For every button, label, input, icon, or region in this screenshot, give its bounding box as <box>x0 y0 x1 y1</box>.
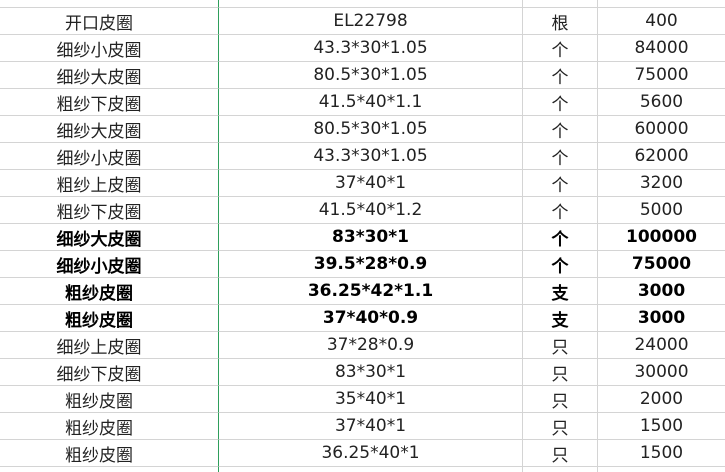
unit: 个 <box>523 197 598 224</box>
item-name: 细纱大皮圈 <box>0 224 219 251</box>
item-name: 粗纱下皮圈 <box>0 89 219 116</box>
unit: 个 <box>523 251 598 278</box>
item-name: 细纱大皮圈 <box>0 62 219 89</box>
unit: 个 <box>523 62 598 89</box>
unit: 支 <box>523 305 598 332</box>
item-name: 粗纱皮圈 <box>0 386 219 413</box>
unit: 个 <box>523 89 598 116</box>
item-name: 粗纱皮圈 <box>0 278 219 305</box>
quantity: 1500 <box>598 440 725 467</box>
item-name: 细纱上皮圈 <box>0 332 219 359</box>
quantity: 75000 <box>598 62 725 89</box>
item-name: 细纱大皮圈 <box>0 116 219 143</box>
quantity: 3000 <box>598 278 725 305</box>
quantity: 100000 <box>598 224 725 251</box>
cell <box>598 0 725 8</box>
spec: 37*28*0.9 <box>219 332 523 359</box>
unit: 个 <box>523 143 598 170</box>
unit: 个 <box>523 170 598 197</box>
item-name: 细纱小皮圈 <box>0 35 219 62</box>
cell <box>219 0 523 8</box>
item-name: 粗纱上皮圈 <box>0 170 219 197</box>
quantity: 3200 <box>598 170 725 197</box>
unit: 个 <box>523 116 598 143</box>
spec: 41.5*40*1.1 <box>219 89 523 116</box>
quantity: 62000 <box>598 143 725 170</box>
item-name: 粗纱下皮圈 <box>0 197 219 224</box>
item-name: 细纱小皮圈 <box>0 251 219 278</box>
spec: 37*40*0.9 <box>219 305 523 332</box>
item-name: 粗纱皮圈 <box>0 440 219 467</box>
spec: 35*40*1 <box>219 386 523 413</box>
cell <box>0 0 219 8</box>
quantity: 30000 <box>598 359 725 386</box>
unit: 支 <box>523 278 598 305</box>
unit: 只 <box>523 332 598 359</box>
spec: 43.3*30*1.05 <box>219 143 523 170</box>
spec: EL22798 <box>219 8 523 35</box>
spec: 83*30*1 <box>219 359 523 386</box>
item-name: 开口皮圈 <box>0 8 219 35</box>
spec: 37*40*1 <box>219 170 523 197</box>
unit: 只 <box>523 359 598 386</box>
unit: 只 <box>523 440 598 467</box>
quantity: 24000 <box>598 332 725 359</box>
quantity: 5600 <box>598 89 725 116</box>
quantity: 400 <box>598 8 725 35</box>
quantity: 5000 <box>598 197 725 224</box>
item-name: 粗纱皮圈 <box>0 305 219 332</box>
spec: 36.25*42*1.1 <box>219 278 523 305</box>
spec: 41.5*40*1.2 <box>219 197 523 224</box>
cell <box>523 467 598 472</box>
spec: 83*30*1 <box>219 224 523 251</box>
cell <box>219 467 523 472</box>
cell <box>0 467 219 472</box>
unit: 个 <box>523 224 598 251</box>
quantity: 84000 <box>598 35 725 62</box>
item-name: 粗纱皮圈 <box>0 413 219 440</box>
quantity: 60000 <box>598 116 725 143</box>
unit: 只 <box>523 386 598 413</box>
spec: 43.3*30*1.05 <box>219 35 523 62</box>
quantity: 3000 <box>598 305 725 332</box>
spec: 80.5*30*1.05 <box>219 116 523 143</box>
quantity: 2000 <box>598 386 725 413</box>
spec: 36.25*40*1 <box>219 440 523 467</box>
unit: 根 <box>523 8 598 35</box>
spec: 39.5*28*0.9 <box>219 251 523 278</box>
quantity: 1500 <box>598 413 725 440</box>
unit: 只 <box>523 413 598 440</box>
cell <box>598 467 725 472</box>
cell <box>523 0 598 8</box>
unit: 个 <box>523 35 598 62</box>
spec: 80.5*30*1.05 <box>219 62 523 89</box>
item-name: 细纱下皮圈 <box>0 359 219 386</box>
quantity: 75000 <box>598 251 725 278</box>
item-name: 细纱小皮圈 <box>0 143 219 170</box>
spec: 37*40*1 <box>219 413 523 440</box>
